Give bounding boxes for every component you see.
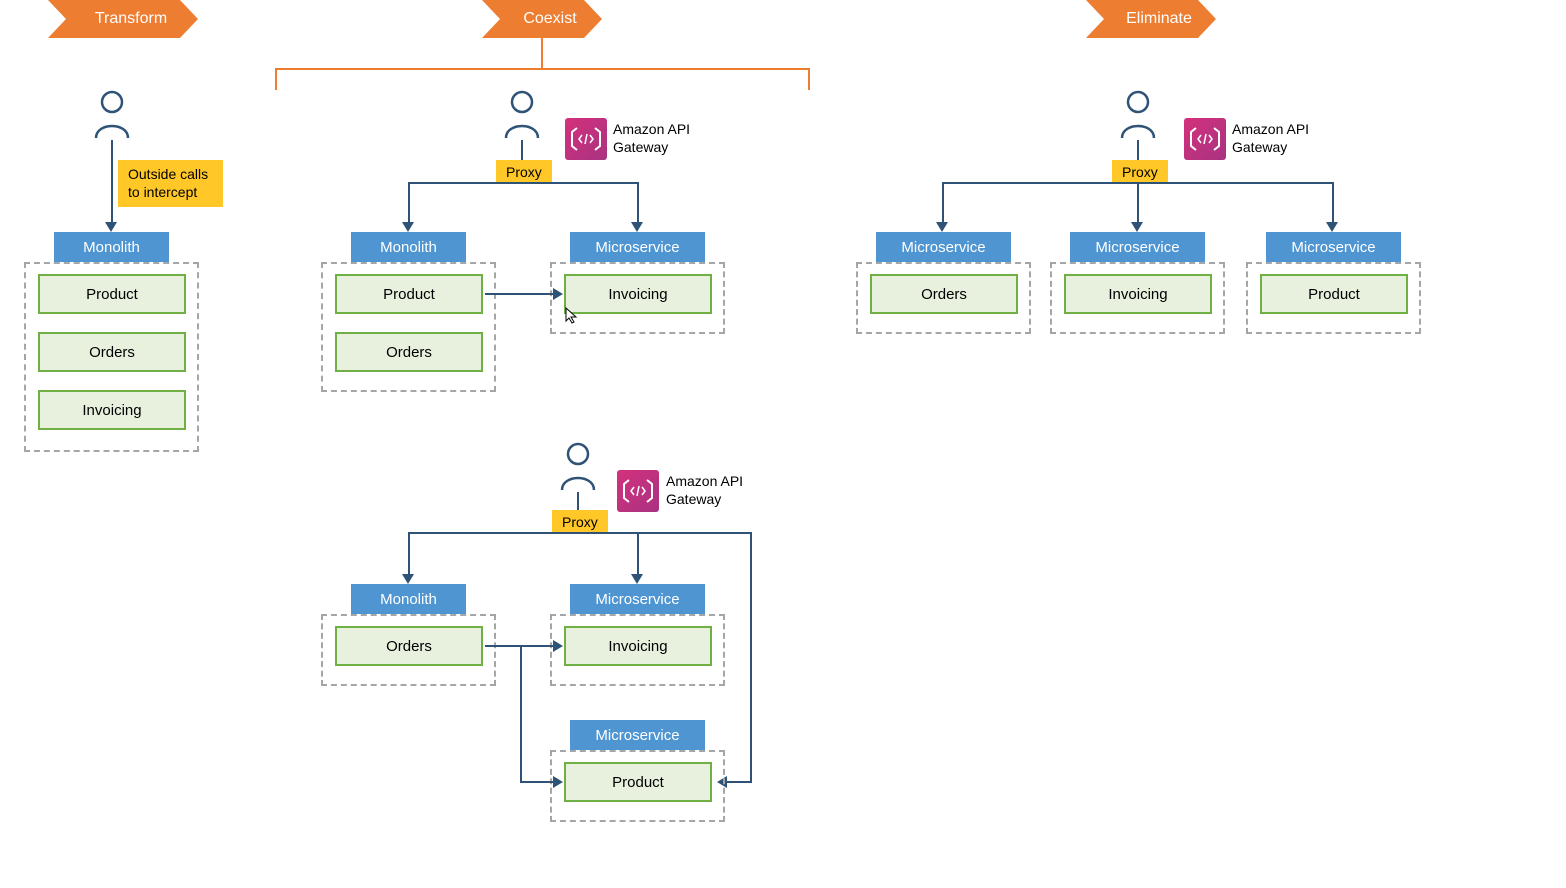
note-line2: to intercept	[128, 184, 197, 200]
line	[750, 532, 752, 782]
header-monolith: Monolith	[351, 584, 466, 614]
proxy-label: Proxy	[1112, 160, 1168, 184]
arrowhead	[402, 574, 414, 584]
module-orders: Orders	[335, 626, 483, 666]
line	[485, 293, 555, 295]
module-orders: Orders	[38, 332, 186, 372]
line	[727, 781, 752, 783]
api-gateway-label: Amazon API Gateway	[613, 121, 690, 156]
line	[1137, 140, 1139, 160]
line	[1137, 182, 1139, 222]
module-product: Product	[564, 762, 712, 802]
module-invoicing: Invoicing	[38, 390, 186, 430]
line	[520, 781, 555, 783]
line	[111, 140, 113, 222]
arrowhead	[1326, 222, 1338, 232]
arrowhead	[553, 288, 563, 300]
cursor-icon	[564, 306, 580, 329]
chevron-coexist: Coexist	[482, 0, 602, 38]
module-invoicing: Invoicing	[564, 626, 712, 666]
module-orders: Orders	[335, 332, 483, 372]
line	[408, 182, 410, 222]
bracket-right	[808, 68, 810, 90]
proxy-label: Proxy	[496, 160, 552, 184]
note-line1: Outside calls	[128, 166, 208, 182]
user-icon	[502, 90, 542, 140]
header-microservice: Microservice	[570, 584, 705, 614]
header-microservice: Microservice	[876, 232, 1011, 262]
module-product: Product	[38, 274, 186, 314]
api-label-line1: Amazon API	[613, 121, 690, 137]
api-label-line1: Amazon API	[666, 473, 743, 489]
proxy-label: Proxy	[552, 510, 608, 534]
api-label-line2: Gateway	[666, 491, 721, 507]
module-product: Product	[1260, 274, 1408, 314]
module-invoicing: Invoicing	[564, 274, 712, 314]
line	[408, 182, 639, 184]
module-orders: Orders	[870, 274, 1018, 314]
bracket-bar	[275, 68, 810, 70]
api-gateway-icon	[617, 470, 659, 512]
line	[408, 532, 410, 574]
note-outside-calls: Outside calls to intercept	[118, 160, 223, 207]
api-gateway-icon	[1184, 118, 1226, 160]
arrowhead	[936, 222, 948, 232]
arrowhead	[1131, 222, 1143, 232]
header-microservice: Microservice	[1070, 232, 1205, 262]
chevron-eliminate: Eliminate	[1086, 0, 1216, 38]
arrowhead	[553, 776, 563, 788]
module-product: Product	[335, 274, 483, 314]
header-microservice: Microservice	[570, 232, 705, 262]
api-gateway-icon	[565, 118, 607, 160]
arrowhead	[631, 222, 643, 232]
header-monolith: Monolith	[54, 232, 169, 262]
header-microservice: Microservice	[1266, 232, 1401, 262]
bracket-left	[275, 68, 277, 90]
line	[637, 532, 639, 574]
user-icon	[92, 90, 132, 140]
line	[577, 492, 579, 510]
arrowhead	[553, 640, 563, 652]
api-label-line2: Gateway	[1232, 139, 1287, 155]
header-microservice: Microservice	[570, 720, 705, 750]
user-icon	[1118, 90, 1158, 140]
api-gateway-label: Amazon API Gateway	[1232, 121, 1309, 156]
line	[521, 140, 523, 160]
line	[520, 645, 522, 781]
line	[637, 182, 639, 222]
header-monolith: Monolith	[351, 232, 466, 262]
api-label-line2: Gateway	[613, 139, 668, 155]
chevron-transform: Transform	[48, 0, 198, 38]
api-label-line1: Amazon API	[1232, 121, 1309, 137]
line	[1332, 182, 1334, 222]
arrowhead	[105, 222, 117, 232]
line	[942, 182, 944, 222]
bracket-stem	[541, 38, 543, 68]
arrowhead	[631, 574, 643, 584]
module-invoicing: Invoicing	[1064, 274, 1212, 314]
line	[408, 532, 752, 534]
api-gateway-label: Amazon API Gateway	[666, 473, 743, 508]
arrowhead	[402, 222, 414, 232]
user-icon	[558, 442, 598, 492]
